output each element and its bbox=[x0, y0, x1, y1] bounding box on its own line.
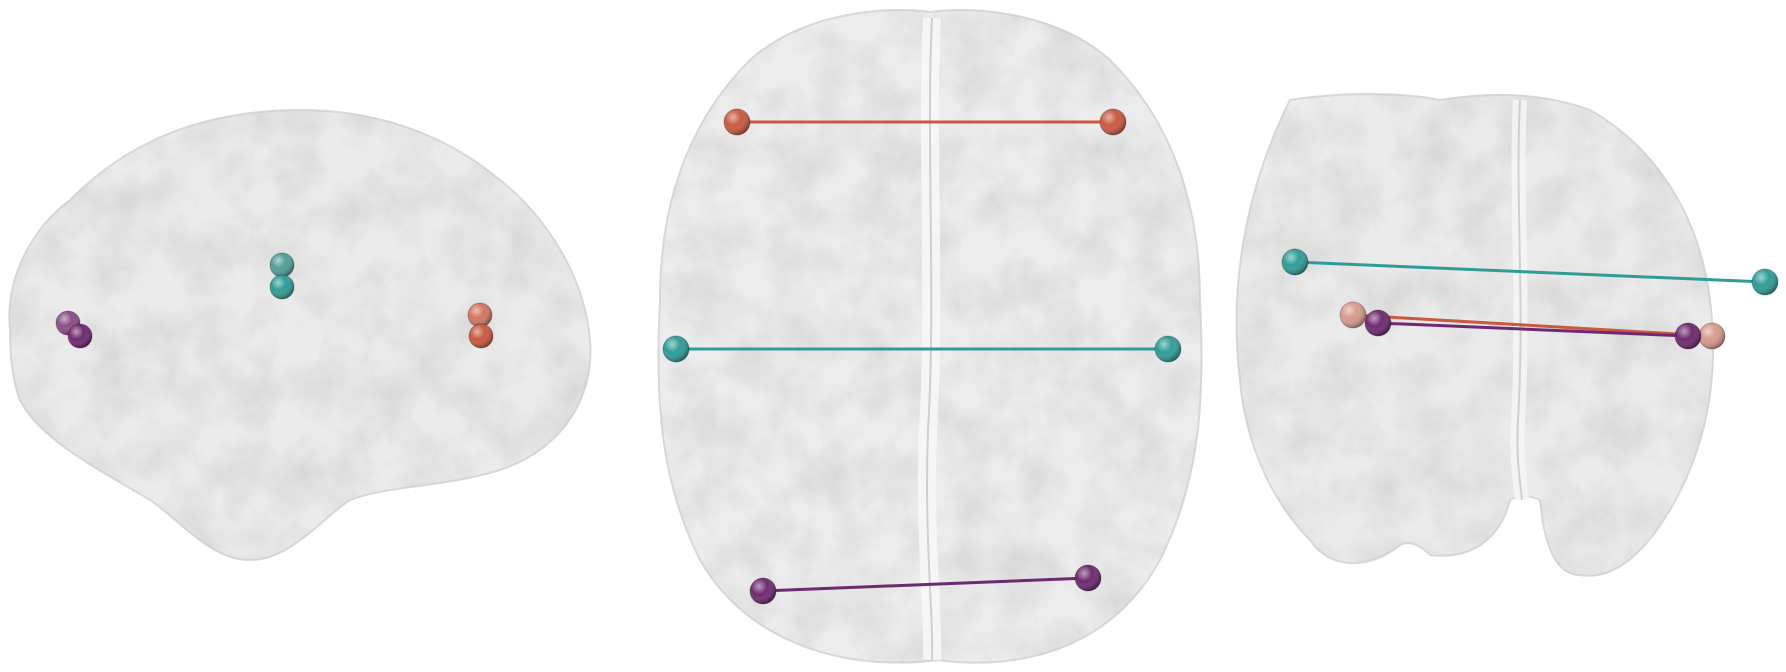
salmon-node-left bbox=[1339, 301, 1367, 329]
teal-node-bottom bbox=[269, 274, 295, 300]
teal-node-right bbox=[1751, 268, 1779, 296]
purple-edge bbox=[1377, 321, 1689, 338]
purple-node-right bbox=[1074, 564, 1102, 592]
teal-node-right bbox=[1154, 335, 1182, 363]
salmon-node-bottom bbox=[468, 323, 494, 349]
teal-node-top bbox=[269, 252, 295, 278]
teal-node-left bbox=[1281, 248, 1309, 276]
axial-view bbox=[662, 108, 1182, 605]
purple-edge bbox=[762, 576, 1089, 593]
teal-node-left bbox=[662, 335, 690, 363]
network-overlay bbox=[55, 108, 1779, 605]
axial-brain bbox=[657, 8, 1203, 664]
purple-node-front bbox=[67, 323, 93, 349]
purple-node-left bbox=[1364, 309, 1392, 337]
salmon-edge bbox=[1352, 313, 1713, 338]
purple-node-right bbox=[1674, 322, 1702, 350]
coronal-view bbox=[1281, 248, 1779, 350]
purple-node-left bbox=[749, 577, 777, 605]
sagittal-view bbox=[55, 252, 494, 349]
salmon-node-right bbox=[1099, 108, 1127, 136]
salmon-node-left bbox=[723, 108, 751, 136]
salmon-node-right bbox=[1698, 322, 1726, 350]
teal-edge bbox=[1294, 260, 1766, 284]
salmon-node-top bbox=[467, 302, 493, 328]
